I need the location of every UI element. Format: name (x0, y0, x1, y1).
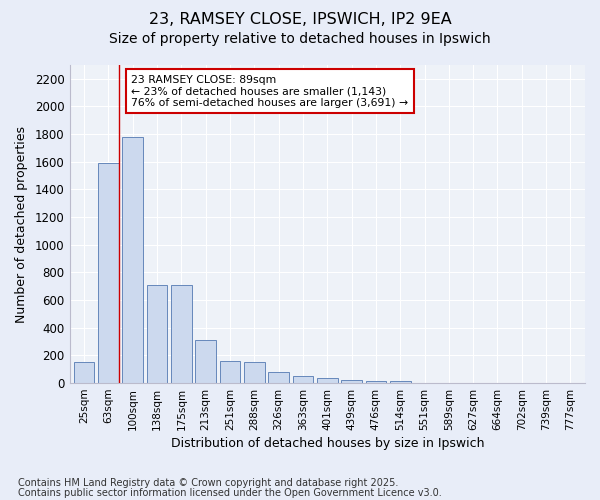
X-axis label: Distribution of detached houses by size in Ipswich: Distribution of detached houses by size … (170, 437, 484, 450)
Text: 23, RAMSEY CLOSE, IPSWICH, IP2 9EA: 23, RAMSEY CLOSE, IPSWICH, IP2 9EA (149, 12, 451, 28)
Bar (98, 163, 119, 383)
Text: Contains public sector information licensed under the Open Government Licence v3: Contains public sector information licen… (18, 488, 442, 498)
Bar (244, 362, 265, 383)
Bar (171, 285, 192, 383)
Text: Contains HM Land Registry data © Crown copyright and database right 2025.: Contains HM Land Registry data © Crown c… (18, 478, 398, 488)
Bar (122, 137, 143, 383)
Bar (365, 380, 386, 383)
Bar (220, 361, 241, 383)
Bar (268, 372, 289, 383)
Bar (390, 382, 410, 383)
Bar (341, 380, 362, 383)
Bar (147, 285, 167, 383)
Text: 23 RAMSEY CLOSE: 89sqm
← 23% of detached houses are smaller (1,143)
76% of semi-: 23 RAMSEY CLOSE: 89sqm ← 23% of detached… (131, 74, 409, 108)
Text: Size of property relative to detached houses in Ipswich: Size of property relative to detached ho… (109, 32, 491, 46)
Bar (196, 340, 216, 383)
Bar (317, 378, 338, 383)
Bar (293, 376, 313, 383)
Bar (74, 362, 94, 383)
Y-axis label: Number of detached properties: Number of detached properties (15, 126, 28, 322)
